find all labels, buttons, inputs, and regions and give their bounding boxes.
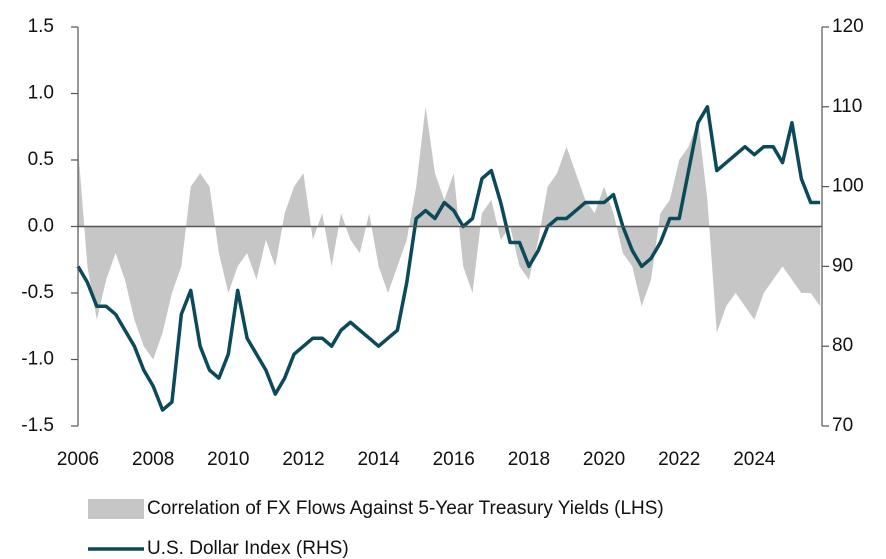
x-tick-label: 2024	[733, 449, 776, 470]
y-tick-label: 1.5	[28, 16, 54, 37]
x-tick-label: 2018	[508, 449, 550, 470]
legend-swatch	[88, 499, 144, 519]
x-tick-label: 2010	[207, 449, 249, 470]
y2-tick-label: 110	[832, 96, 862, 117]
y2-tick-label: 90	[832, 255, 853, 276]
legend-label: Correlation of FX Flows Against 5-Year T…	[147, 498, 664, 519]
x-tick-label: 2006	[57, 449, 99, 470]
y2-tick-label: 70	[832, 415, 853, 436]
y-tick-label: 0.0	[28, 216, 54, 237]
x-tick-label: 2020	[583, 449, 625, 470]
y-tick-label: -1.5	[21, 415, 54, 436]
x-tick-label: 2016	[433, 449, 475, 470]
y-tick-label: -1.0	[21, 349, 54, 370]
y-tick-label: -0.5	[21, 282, 54, 303]
area	[78, 106, 821, 360]
x-tick-label: 2012	[282, 449, 324, 470]
y2-tick-label: 120	[832, 16, 864, 37]
y-tick-label: 0.5	[28, 149, 54, 170]
y2-tick-label: 80	[832, 335, 853, 356]
x-tick-label: 2022	[658, 449, 700, 470]
x-tick-label: 2008	[132, 449, 174, 470]
line	[76, 105, 821, 412]
legend-label: U.S. Dollar Index (RHS)	[147, 538, 349, 559]
y2-tick-label: 100	[832, 176, 864, 197]
x-tick-label: 2014	[357, 449, 400, 470]
y-tick-label: 1.0	[28, 83, 54, 104]
